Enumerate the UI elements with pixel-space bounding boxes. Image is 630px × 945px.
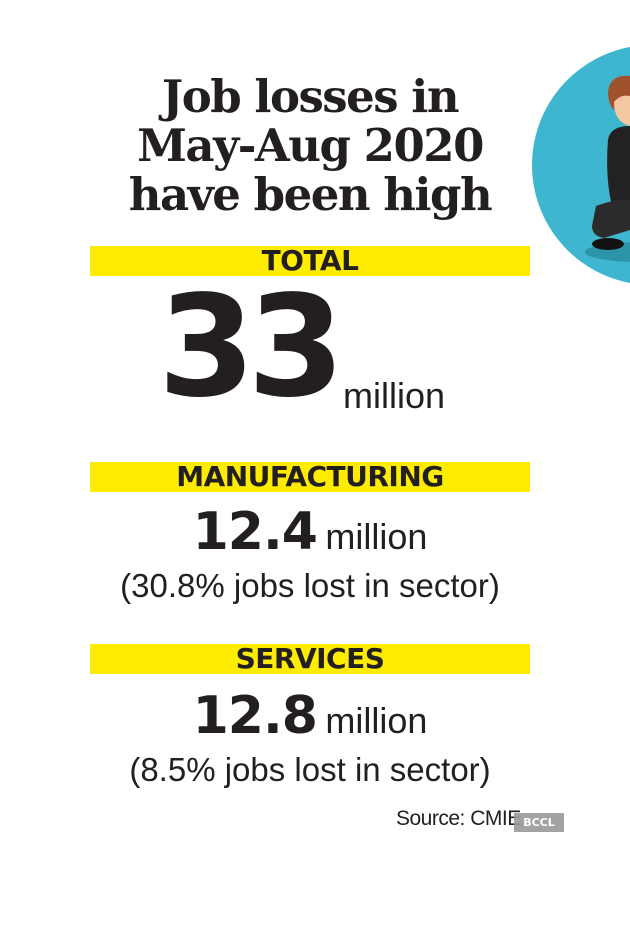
services-unit: million: [325, 700, 428, 741]
services-value: 12.8: [192, 686, 318, 746]
headline: Job losses in May-Aug 2020 have been hig…: [60, 72, 560, 219]
manufacturing-value-row: 12.4 million: [60, 500, 560, 577]
illustration-shoe: [592, 238, 624, 250]
manufacturing-label: MANUFACTURING: [90, 462, 530, 492]
services-label: SERVICES: [90, 644, 530, 674]
source-credit: Source: CMIE: [396, 807, 521, 830]
headline-line-1: Job losses in: [161, 70, 460, 123]
worried-person-icon: [532, 47, 630, 283]
headline-line-2: May-Aug 2020: [137, 119, 484, 172]
watermark: BCCL: [514, 813, 564, 832]
manufacturing-value: 12.4: [192, 502, 318, 562]
headline-line-3: have been high: [128, 168, 493, 221]
manufacturing-unit: million: [325, 516, 428, 557]
services-value-row: 12.8 million: [60, 684, 560, 761]
total-label: TOTAL: [90, 246, 530, 276]
illustration-legs: [592, 199, 630, 238]
manufacturing-note: (30.8% jobs lost in sector): [120, 567, 500, 604]
services-note: (8.5% jobs lost in sector): [129, 751, 491, 788]
total-value-row: 33 million: [150, 278, 530, 418]
total-value: 33: [158, 266, 345, 429]
total-unit: million: [343, 375, 446, 416]
illustration-face: [614, 95, 630, 126]
